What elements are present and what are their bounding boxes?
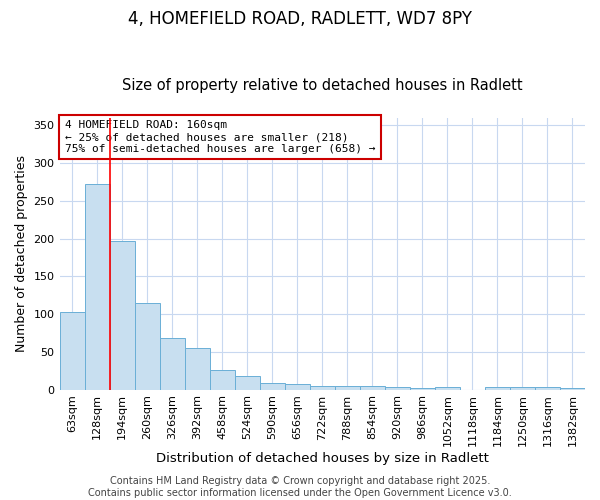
Bar: [85, 184, 110, 390]
Bar: [235, 376, 260, 390]
Bar: [510, 388, 535, 390]
Text: 4 HOMEFIELD ROAD: 160sqm
← 25% of detached houses are smaller (218)
75% of semi-: 4 HOMEFIELD ROAD: 160sqm ← 25% of detach…: [65, 120, 375, 154]
Y-axis label: Number of detached properties: Number of detached properties: [15, 155, 28, 352]
Bar: [134, 303, 160, 390]
Bar: [535, 388, 560, 390]
Bar: [59, 312, 85, 390]
Text: 4, HOMEFIELD ROAD, RADLETT, WD7 8PY: 4, HOMEFIELD ROAD, RADLETT, WD7 8PY: [128, 10, 472, 28]
Bar: [485, 388, 510, 390]
Bar: [360, 386, 385, 390]
Bar: [335, 386, 360, 390]
Bar: [185, 348, 209, 390]
Bar: [285, 384, 310, 390]
Bar: [110, 241, 134, 390]
Bar: [310, 386, 335, 390]
Bar: [209, 370, 235, 390]
Bar: [260, 383, 285, 390]
Bar: [560, 388, 585, 390]
X-axis label: Distribution of detached houses by size in Radlett: Distribution of detached houses by size …: [156, 452, 489, 465]
Bar: [435, 388, 460, 390]
Text: Contains HM Land Registry data © Crown copyright and database right 2025.
Contai: Contains HM Land Registry data © Crown c…: [88, 476, 512, 498]
Bar: [160, 338, 185, 390]
Bar: [385, 388, 410, 390]
Bar: [410, 388, 435, 390]
Title: Size of property relative to detached houses in Radlett: Size of property relative to detached ho…: [122, 78, 523, 93]
